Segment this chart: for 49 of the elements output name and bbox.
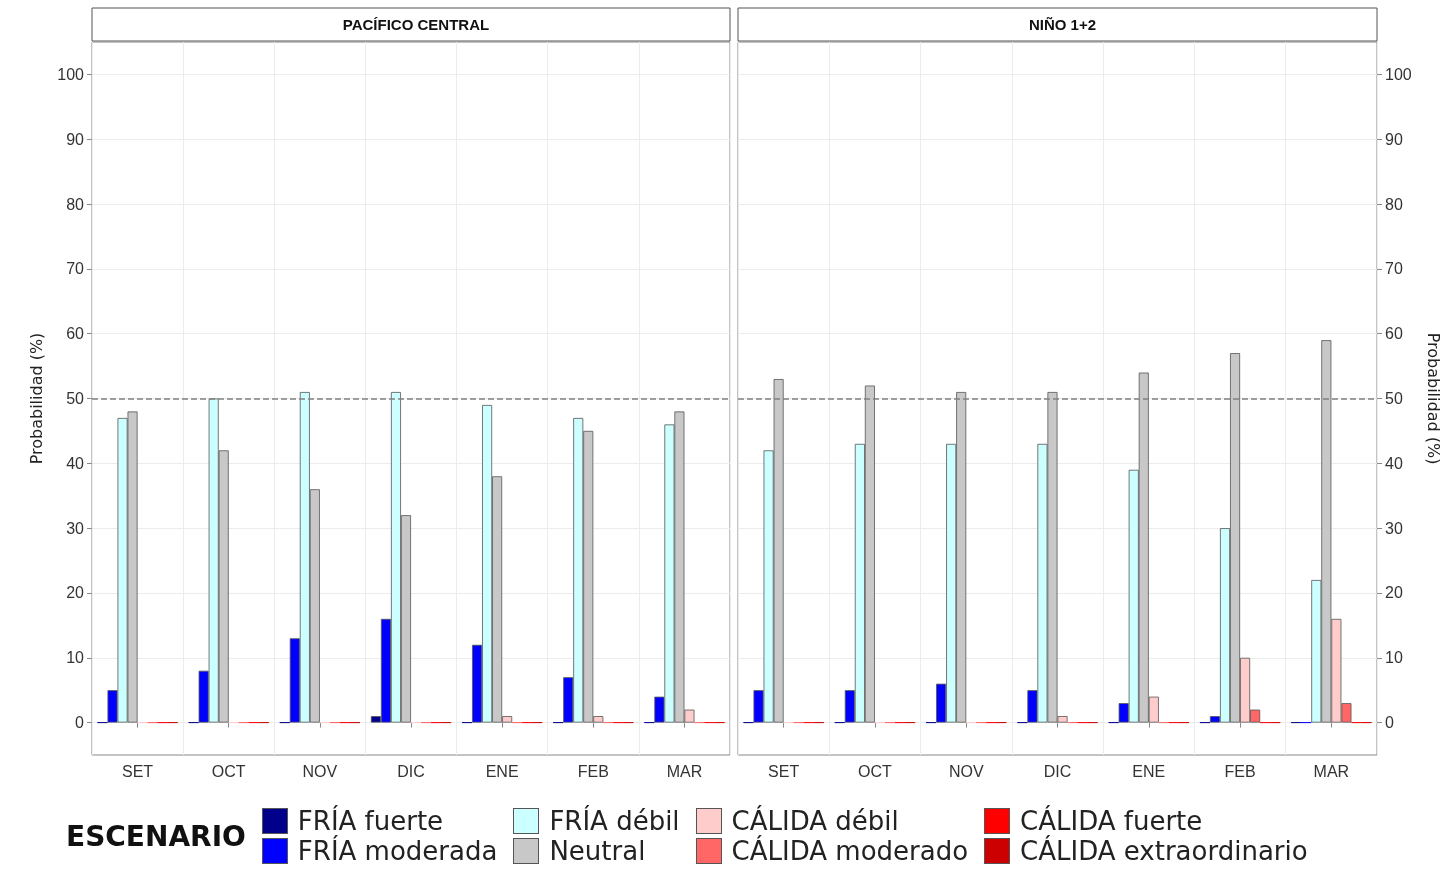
y-tick-label: 100 xyxy=(1385,65,1412,83)
x-tick-label: SET xyxy=(122,762,154,780)
y-tick-label: 50 xyxy=(1385,390,1403,407)
legend-label: CÁLIDA moderado xyxy=(731,836,969,866)
x-tick-label: MAR xyxy=(666,762,703,780)
legend-label: CÁLIDA extraordinario xyxy=(1020,836,1308,866)
x-tick-label: MAR xyxy=(1313,762,1350,780)
x-tick-label: ENE xyxy=(1132,762,1166,780)
y-tick-label: 90 xyxy=(66,130,85,148)
y-tick-label: 90 xyxy=(1385,130,1403,148)
x-tick-label: FEB xyxy=(1224,762,1256,780)
y-tick-label: 60 xyxy=(66,325,85,343)
y-tick-label: 70 xyxy=(1385,260,1403,278)
y-tick-label: 70 xyxy=(66,260,85,278)
legend-label: CÁLIDA fuerte xyxy=(1020,806,1203,836)
y-tick-label: 80 xyxy=(66,195,85,213)
chart-title: NIÑO 1+2 xyxy=(1028,16,1097,33)
y-tick-label: 40 xyxy=(1385,454,1403,472)
legend-title: ESCENARIO xyxy=(66,819,246,853)
y-tick-label: 40 xyxy=(66,454,85,472)
x-tick-label: NOV xyxy=(302,762,338,780)
y-tick-label: 0 xyxy=(1385,714,1394,732)
y-tick-label: 80 xyxy=(1385,195,1403,213)
y-tick-label: 30 xyxy=(1385,519,1403,537)
y-tick-label: 20 xyxy=(66,584,85,602)
y-tick-label: 0 xyxy=(75,714,85,732)
x-tick-label: ENE xyxy=(485,762,519,780)
y-tick-label: 30 xyxy=(66,519,85,537)
x-tick-label: DIC xyxy=(397,762,425,780)
x-tick-label: NOV xyxy=(948,762,984,780)
legend-label: Neutral xyxy=(549,836,646,866)
legend-label: FRÍA fuerte xyxy=(297,806,444,836)
y-tick-label: 10 xyxy=(1385,649,1403,667)
x-tick-label: OCT xyxy=(858,762,893,780)
chart-title: PACÍFICO CENTRAL xyxy=(342,16,490,33)
y-tick-label: 20 xyxy=(1385,584,1403,602)
legend-label: FRÍA débil xyxy=(549,806,680,836)
y-tick-label: 100 xyxy=(57,65,85,83)
x-tick-label: DIC xyxy=(1043,762,1072,780)
legend-label: CÁLIDA débil xyxy=(731,806,899,836)
y-tick-label: 10 xyxy=(66,649,85,667)
y-axis-title: Probabilidad (%) xyxy=(26,332,46,465)
y-axis-title: Probabilidad (%) xyxy=(1423,332,1443,465)
x-tick-label: FEB xyxy=(577,762,609,780)
y-tick-label: 60 xyxy=(1385,325,1403,343)
x-tick-label: SET xyxy=(768,762,800,780)
x-tick-label: OCT xyxy=(211,762,246,780)
y-tick-label: 50 xyxy=(66,390,85,407)
legend-label: FRÍA moderada xyxy=(297,836,498,866)
